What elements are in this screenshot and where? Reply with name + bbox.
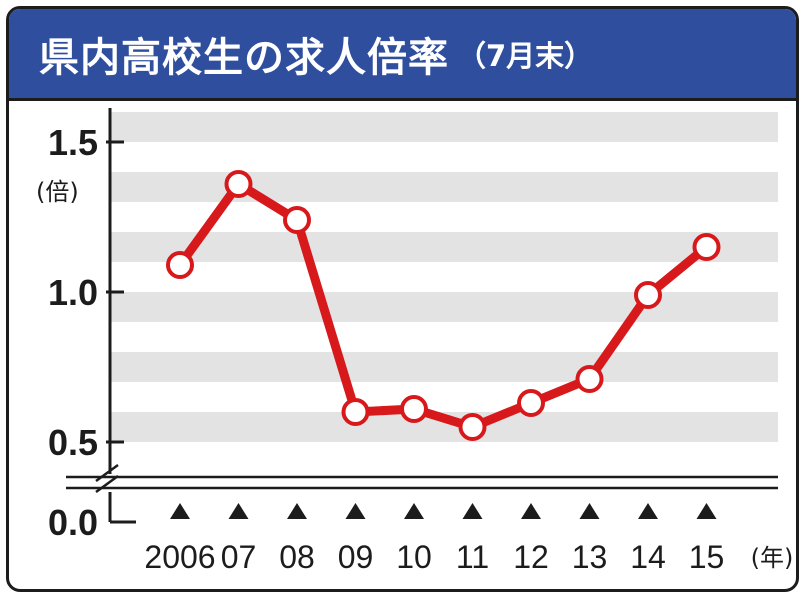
x-tick-label: 10 (396, 539, 432, 575)
grid-stripe (110, 112, 778, 142)
x-tick-label: 11 (456, 539, 489, 575)
x-tick-label: 13 (572, 539, 608, 575)
x-triangle-marker (345, 503, 366, 519)
x-tick-label: 12 (513, 539, 549, 575)
grid-stripe (110, 292, 778, 322)
data-point (692, 233, 721, 261)
series-line (175, 179, 711, 432)
x-tick-label: 14 (630, 539, 666, 575)
title-bar: 県内高校生の求人倍率 （7月末） (9, 9, 796, 101)
x-tick-label: 09 (338, 539, 374, 575)
x-tick-label: 08 (279, 539, 315, 575)
x-triangle-marker (462, 503, 483, 519)
data-point (400, 395, 428, 423)
axis-break-mark (95, 463, 119, 494)
x-triangle-marker (579, 503, 600, 519)
grid-stripe (110, 232, 778, 262)
chart-subtitle: （7月末） (457, 38, 594, 73)
x-triangle-marker (521, 503, 541, 519)
x-tick-label: 2006 (144, 539, 215, 575)
x-unit-label: (年) (751, 544, 794, 572)
data-point (458, 413, 487, 441)
x-tick-label: 07 (221, 539, 257, 575)
y-tick-label: 0.0 (48, 502, 98, 543)
y-tick-label: 1.5 (48, 122, 98, 163)
chart-title: 県内高校生の求人倍率 (39, 34, 449, 81)
x-triangle-marker (170, 503, 190, 519)
x-triangle-marker (696, 503, 717, 519)
data-point (575, 365, 604, 393)
data-point (166, 251, 194, 279)
data-point (224, 170, 253, 198)
x-triangle-marker (228, 503, 249, 519)
x-triangle-marker (404, 503, 424, 519)
data-point (517, 389, 545, 417)
y-unit-label: (倍) (36, 178, 79, 206)
y-tick-label: 1.0 (48, 272, 98, 313)
x-triangle-marker (638, 503, 658, 519)
data-point (283, 206, 311, 234)
x-triangle-marker (287, 503, 307, 519)
x-tick-label: 15 (689, 539, 725, 575)
data-point (341, 398, 370, 426)
y-tick-label: 0.5 (48, 422, 98, 463)
data-point (634, 281, 662, 309)
grid-stripe (110, 172, 778, 202)
grid-stripe (110, 352, 778, 382)
